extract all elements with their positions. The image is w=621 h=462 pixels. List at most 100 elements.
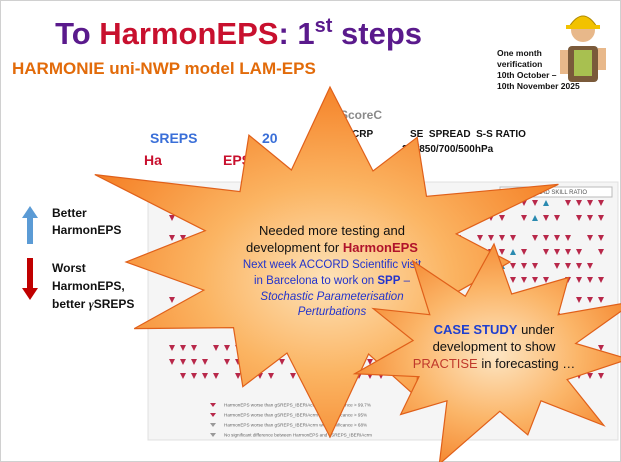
scorecard-symbol <box>290 373 296 379</box>
scorecard-symbol <box>565 200 571 206</box>
side-label: better γSREPS <box>52 297 134 311</box>
legend-symbol <box>210 433 216 437</box>
scorecard-symbol <box>554 235 560 241</box>
better-indicator <box>22 206 38 300</box>
scorecard-symbol <box>598 215 604 221</box>
scorecard-symbol <box>565 263 571 269</box>
legend-symbol <box>210 403 216 407</box>
scorecard-symbol <box>499 249 505 255</box>
model-label: 20 <box>262 130 278 146</box>
side-label: HarmonEPS, <box>52 279 125 293</box>
period-note: 10th November 2025 <box>497 81 580 91</box>
scorecard-symbol <box>598 373 604 379</box>
scorecard-symbol <box>576 297 582 303</box>
scorecard-symbol <box>587 297 593 303</box>
scorecard-symbol <box>587 215 593 221</box>
callout-text-part: HarmonEPS <box>343 240 418 255</box>
scorecard-symbol <box>521 263 527 269</box>
title-part: steps <box>332 16 422 51</box>
callout-text-part: in forecasting … <box>478 356 576 371</box>
scorecard-symbol <box>576 249 582 255</box>
scorecard-symbol <box>587 200 593 206</box>
scorecard-symbol <box>224 359 230 365</box>
scorecard-symbol <box>543 249 549 255</box>
scorecard-symbol <box>598 345 604 351</box>
scorecard-symbol <box>279 359 285 365</box>
callout-text: Perturbations <box>298 306 367 318</box>
scorecard-symbol <box>202 373 208 379</box>
title-part: HarmonEPS <box>99 16 278 51</box>
scorecard-symbol <box>543 277 549 283</box>
scorecard-symbol <box>565 249 571 255</box>
side-label-part: better <box>52 297 89 311</box>
scorecard-symbol <box>180 359 186 365</box>
scorecard-symbol <box>488 235 494 241</box>
scorecard-symbol <box>587 277 593 283</box>
scorecard-symbol <box>510 277 516 283</box>
title-part: : 1 <box>278 16 314 51</box>
scorecard-symbol <box>587 263 593 269</box>
legend-text: HarmonEPS worse than gSREPS_IBERIAcrm wi… <box>224 423 367 428</box>
callout-text: Needed more testing and <box>259 223 405 238</box>
scorecard-symbol <box>169 235 175 241</box>
scorecard-symbol <box>180 345 186 351</box>
callout-text: development to show <box>433 339 556 354</box>
scorecard-symbol <box>191 373 197 379</box>
scorecard-symbol <box>576 277 582 283</box>
period-note: verification <box>497 59 542 69</box>
callout-text: Stochastic Parameterisation <box>260 291 403 303</box>
callout-text-part: – <box>400 275 410 287</box>
scorecard-symbol <box>367 359 373 365</box>
period-note: 10th October – <box>497 70 557 80</box>
scorecard-symbol <box>499 235 505 241</box>
model-label: SREPS <box>150 130 197 146</box>
scorecard-symbol <box>499 215 505 221</box>
scorecard-symbol <box>169 359 175 365</box>
title-superscript: st <box>315 15 333 37</box>
side-label: Better <box>52 206 87 220</box>
scorecard-symbol <box>598 235 604 241</box>
scorecard-symbol <box>576 215 582 221</box>
model-label: Ha <box>144 152 162 168</box>
legend-symbol <box>210 413 216 417</box>
scorecard-symbol <box>554 263 560 269</box>
side-label: HarmonEPS <box>52 223 121 237</box>
scorecard-symbol <box>543 215 549 221</box>
scorecard-symbol <box>565 235 571 241</box>
legend-text: HarmonEPS worse than gSREPS_IBERIAcrm wi… <box>224 413 367 418</box>
scorecard-symbol <box>521 277 527 283</box>
scorecard-symbol <box>180 235 186 241</box>
callout-text-part: SPP <box>377 275 400 287</box>
side-label-part: SREPS <box>94 297 135 311</box>
starburst <box>94 85 559 439</box>
scorecard-symbol <box>521 215 527 221</box>
scorecard-symbol <box>169 215 175 221</box>
scorecard-symbol <box>169 345 175 351</box>
levels-text: 2m/850/700/500hPa <box>402 144 494 155</box>
callout-text: in Barcelona to work on SPP – <box>254 275 411 287</box>
starburst <box>352 242 621 462</box>
legend-text: HarmonEPS worse than gSREPS_IBERIAcrm wi… <box>224 403 371 408</box>
scorecard-symbol <box>532 215 538 221</box>
scorecard-symbol <box>598 200 604 206</box>
title-part: To <box>55 16 99 51</box>
metrics-text: CRP <box>352 129 373 140</box>
scorecard-symbol <box>543 200 549 206</box>
side-label: Worst <box>52 261 86 275</box>
callout-text-part: under <box>517 322 555 337</box>
scorecard-symbol <box>532 277 538 283</box>
scorecard-symbol <box>576 200 582 206</box>
scorecard-symbol <box>180 373 186 379</box>
scorecard-symbol <box>587 235 593 241</box>
scorecard-symbol <box>543 235 549 241</box>
scorecard-symbol <box>191 345 197 351</box>
scorecard-symbol <box>598 297 604 303</box>
scorecard-symbol <box>191 359 197 365</box>
scorecard-symbol <box>587 373 593 379</box>
scorecard-symbol <box>554 215 560 221</box>
callout-text: Next week ACCORD Scientific visit <box>243 259 422 271</box>
title: To HarmonEPS: 1st steps <box>12 15 448 51</box>
lego-figure <box>560 15 606 82</box>
